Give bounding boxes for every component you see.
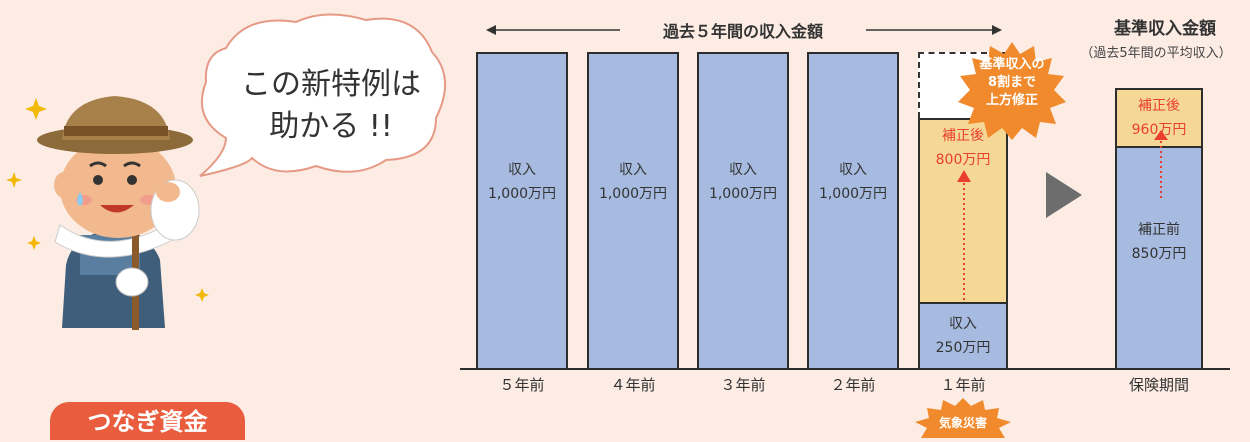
bar-label-top: 収入 bbox=[619, 162, 647, 178]
base-income-title: 基準収入金額 bbox=[1114, 19, 1216, 39]
bar-label-value: 1,000万円 bbox=[487, 186, 557, 202]
section-label-tsunagi: つなぎ資金 bbox=[50, 402, 245, 440]
bar-label-value: 1,000万円 bbox=[818, 186, 888, 202]
disaster-badge bbox=[915, 398, 1011, 438]
bar-1-year-ago-actual: 収入 250万円 bbox=[918, 302, 1008, 370]
speech-text: この新特例は 助かる !! bbox=[226, 64, 436, 148]
speech-line-2: 助かる !! bbox=[269, 109, 393, 144]
bar-label-top: 収入 bbox=[729, 162, 757, 178]
tick-label: ５年前 bbox=[499, 376, 545, 394]
upward-correction-label: 基準収入の 8割まで 上方修正 bbox=[979, 57, 1045, 108]
disaster-label: 気象災害 bbox=[938, 416, 987, 430]
bar-2-years-ago: 収入 1,000万円 bbox=[807, 52, 899, 370]
bar-3-years-ago: 収入 1,000万円 bbox=[697, 52, 789, 370]
sparkle-icon bbox=[27, 236, 41, 250]
up-arrow-icon bbox=[1154, 130, 1168, 198]
bar-label-value: 1,000万円 bbox=[708, 186, 778, 202]
bar-label-top: 補正前 bbox=[1138, 222, 1180, 238]
bar-label-value: 800万円 bbox=[935, 152, 991, 168]
tick-label: ３年前 bbox=[720, 376, 766, 394]
bar-label-top: 収入 bbox=[949, 316, 977, 332]
bar-label-top: 補正後 bbox=[942, 128, 984, 144]
sparkle-icon bbox=[25, 98, 47, 120]
bar-label-value: 1,000万円 bbox=[598, 186, 668, 202]
speech-line-1: この新特例は bbox=[241, 67, 421, 102]
period-arrow-label: 過去５年間の収入金額 bbox=[662, 22, 823, 41]
bar-label-value: 850万円 bbox=[1131, 246, 1187, 262]
base-income-subtitle: （過去5年間の平均収入） bbox=[1080, 46, 1232, 61]
up-arrow-icon bbox=[957, 170, 971, 300]
bar-label-top: 収入 bbox=[839, 162, 867, 178]
tick-label: ２年前 bbox=[830, 376, 876, 394]
upward-correction-burst bbox=[958, 42, 1066, 140]
bar-label-value: 960万円 bbox=[1131, 122, 1187, 138]
bar-1-year-ago-corrected: 補正後 800万円 bbox=[918, 118, 1008, 304]
x-axis-baseline bbox=[460, 368, 1230, 370]
bar-label-value: 250万円 bbox=[935, 340, 991, 356]
sparkle-icon bbox=[6, 172, 22, 188]
tick-label: １年前 bbox=[940, 376, 986, 394]
tick-label: 保険期間 bbox=[1128, 376, 1189, 394]
bar-4-years-ago: 収入 1,000万円 bbox=[587, 52, 679, 370]
tick-label: ４年前 bbox=[610, 376, 656, 394]
period-arrow bbox=[486, 25, 1002, 35]
farmer-illustration bbox=[6, 96, 209, 330]
play-arrow-icon bbox=[1046, 172, 1082, 218]
bar-insurance-period-before: 補正前 850万円 bbox=[1115, 130, 1203, 370]
bar-label-top: 収入 bbox=[508, 162, 536, 178]
bar-label-top: 補正後 bbox=[1138, 98, 1180, 114]
bar-5-years-ago: 収入 1,000万円 bbox=[476, 52, 568, 370]
sparkle-icon bbox=[195, 288, 209, 302]
speech-bubble bbox=[199, 13, 447, 177]
